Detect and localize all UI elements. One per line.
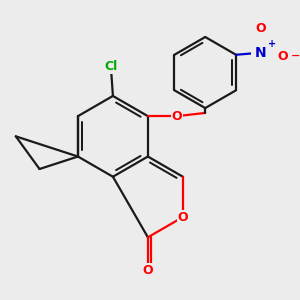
Text: −: − [291,50,300,60]
Text: O: O [172,110,182,123]
Text: N: N [254,46,266,60]
Text: O: O [142,264,153,277]
Text: O: O [255,22,266,35]
Text: O: O [178,211,188,224]
Text: Cl: Cl [104,60,118,74]
Text: +: + [268,40,276,50]
Text: O: O [277,50,288,63]
